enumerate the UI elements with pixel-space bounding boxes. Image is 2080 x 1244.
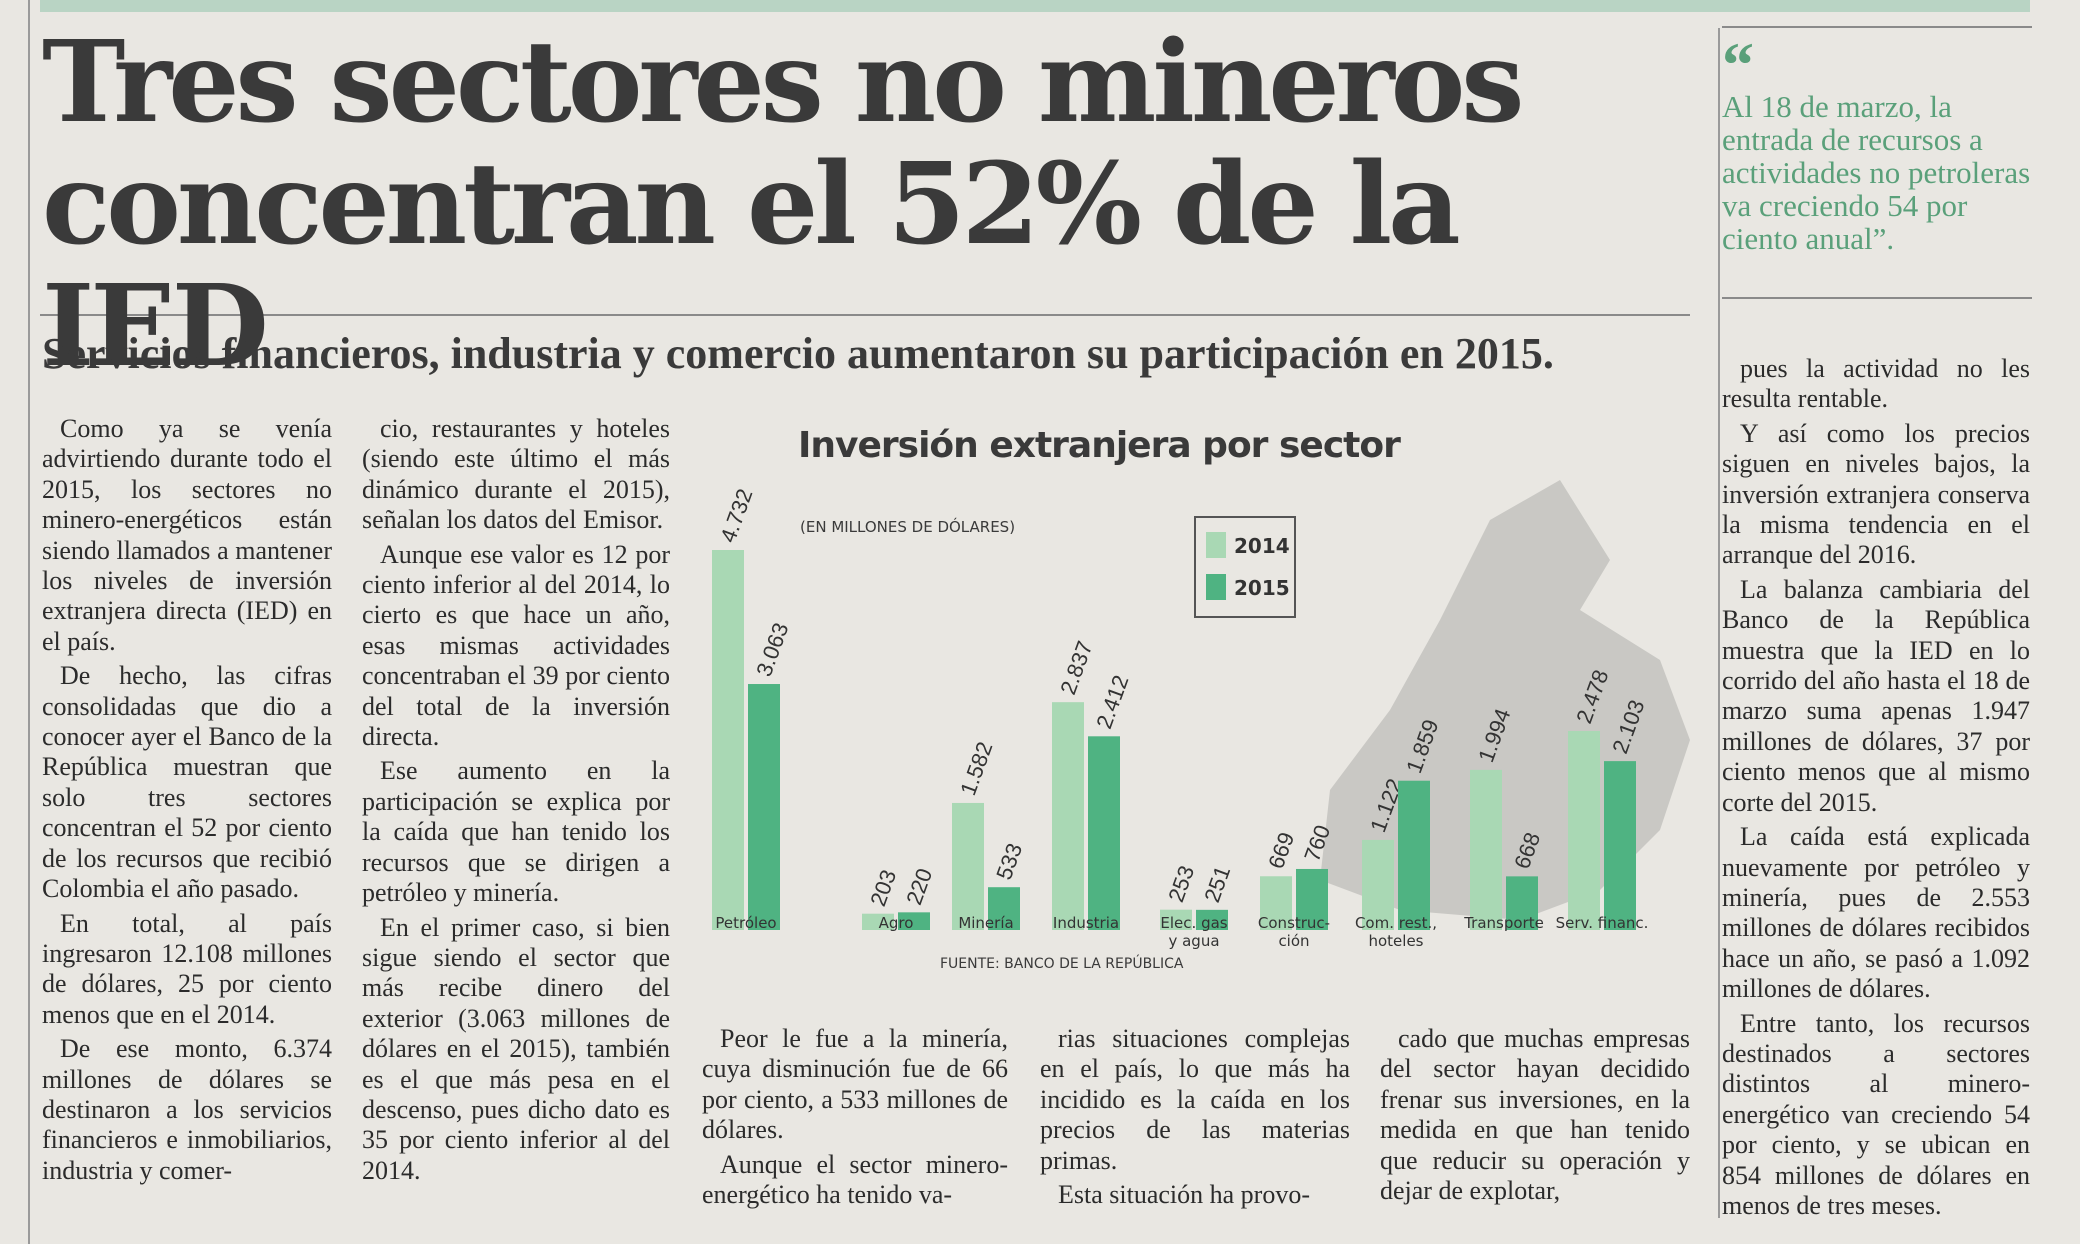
category-label: Petróleo	[715, 914, 776, 932]
category-label: y agua	[1168, 932, 1219, 950]
data-label: 3.063	[751, 619, 793, 679]
paragraph: Esta situación ha provo-	[1058, 1180, 1310, 1210]
paragraph: rias situaciones complejas en el país, l…	[1040, 1024, 1350, 1175]
legend-swatch-2014	[1206, 532, 1226, 558]
category-label: Elec. gas	[1160, 914, 1227, 932]
subhead: Servicios financieros, industria y comer…	[42, 329, 1554, 378]
legend-swatch-2015	[1206, 574, 1226, 600]
article-column-6: pues la actividad no les resulta rentabl…	[1722, 354, 2030, 1225]
bar-chart: 4.732 3.063 Petróleo 203 220 Agro 1.582 533 Mine…	[700, 410, 1700, 980]
data-label: 253	[1163, 862, 1199, 905]
paragraph: Aunque ese valor es 12 por ciento inferi…	[362, 539, 670, 752]
chart-legend: 2014 2015	[1194, 516, 1296, 618]
category-label: Agro	[879, 914, 914, 932]
data-label: 220	[901, 865, 937, 908]
chart-title-text: Inversión extranjera por sector	[798, 425, 1401, 466]
paragraph: En total, al país ingresaron 12.108 mill…	[42, 908, 332, 1029]
bar-2014-1	[862, 913, 894, 930]
paragraph: En el primer caso, si bien sigue siendo …	[362, 912, 670, 1185]
bar-2015-8	[1604, 761, 1636, 930]
paragraph: La caída está explicada nuevamente por p…	[1722, 822, 2030, 1004]
chart-canvas: 4.732 3.063 Petróleo 203 220 Agro 1.582 533 Mine…	[712, 480, 1690, 950]
bar-2015-2	[988, 887, 1020, 930]
pullquote-mark: “	[1722, 29, 1754, 100]
category-label: Construc-	[1258, 914, 1330, 932]
article-column-5: cado que muchas empresas del sector haya…	[1380, 1024, 1690, 1210]
bar-2014-7	[1470, 769, 1502, 930]
chart-source: FUENTE: BANCO DE LA REPÚBLICA	[940, 956, 1184, 972]
legend-label-2015: 2015	[1234, 576, 1290, 600]
data-label: 533	[991, 840, 1027, 883]
right-column-rule	[1718, 28, 1720, 1218]
bar-2015-3	[1088, 736, 1120, 930]
bar-2015-1	[898, 912, 930, 930]
paragraph: Aunque el sector minero-energético ha te…	[702, 1149, 1008, 1210]
pullquote-top-rule	[1722, 26, 2032, 28]
paragraph: De ese monto, 6.374 millones de dólares …	[42, 1034, 332, 1185]
article-column-3: Peor le fue a la minería, cuya disminuci…	[702, 1024, 1008, 1214]
article-column-1: Como ya se venía advirtiendo durante tod…	[42, 414, 332, 1190]
paragraph: La balanza cambiaria del Banco de la Rep…	[1722, 574, 2030, 817]
bar-2015-4	[1196, 909, 1228, 930]
paragraph: cio, restaurantes y hoteles (siendo este…	[362, 414, 670, 535]
bar-2014-3	[1052, 702, 1084, 930]
data-label: 1.582	[955, 738, 997, 798]
bar-2014-4	[1160, 909, 1192, 930]
data-label: 251	[1199, 862, 1235, 905]
data-label: 2.837	[1055, 638, 1097, 698]
bar-2014-0	[712, 550, 744, 930]
pullquote-bottom-rule	[1722, 297, 2032, 299]
article-column-4: rias situaciones complejas en el país, l…	[1040, 1024, 1350, 1214]
bar-2015-6	[1398, 780, 1430, 930]
chart-subtitle: (EN MILLONES DE DÓLARES)	[800, 518, 1016, 536]
paragraph: Como ya se venía advirtiendo durante tod…	[42, 414, 332, 656]
category-label: Minería	[958, 914, 1013, 932]
category-label: Transporte	[1463, 914, 1544, 932]
data-label: 4.732	[715, 485, 757, 545]
paragraph: De hecho, las cifras consolidadas que di…	[42, 661, 332, 904]
data-label: 203	[865, 866, 901, 909]
pullquote: “ Al 18 de marzo, la entrada de recursos…	[1722, 29, 2032, 256]
bar-2015-0	[748, 684, 780, 930]
headline: Tres sectores no mineros concentran el 5…	[42, 17, 1524, 392]
legend-label-2014: 2014	[1234, 534, 1290, 558]
bar-2014-6	[1362, 839, 1394, 930]
category-label: hoteles	[1368, 932, 1423, 950]
paragraph: Ese aumento en la participación se expli…	[362, 756, 670, 908]
legend-item-2015: 2015	[1206, 572, 1292, 602]
category-label: Industria	[1053, 914, 1119, 932]
paragraph: Entre tanto, los recursos destinados a s…	[1722, 1008, 2030, 1220]
bar-2014-5	[1260, 876, 1292, 930]
paragraph: pues la actividad no les resulta rentabl…	[1722, 354, 2030, 414]
data-label: 669	[1263, 829, 1299, 872]
pullquote-text: Al 18 de marzo, la entrada de recursos a…	[1722, 89, 2031, 256]
bar-2015-7	[1506, 876, 1538, 930]
category-label: Serv. financ.	[1556, 914, 1649, 932]
chart-title: Inversión extranjera por sector	[798, 425, 1401, 466]
paragraph: cado que muchas empresas del sector haya…	[1380, 1024, 1690, 1206]
data-label: 2.412	[1091, 672, 1133, 732]
bar-2015-5	[1296, 868, 1328, 930]
top-color-bar	[40, 0, 2030, 12]
bar-2014-8	[1568, 731, 1600, 930]
paragraph: Peor le fue a la minería, cuya disminuci…	[702, 1024, 1008, 1145]
headline-rule	[40, 314, 1690, 316]
bar-2014-2	[952, 802, 984, 930]
left-column-rule	[28, 0, 30, 1244]
article-column-2: cio, restaurantes y hoteles (siendo este…	[362, 414, 670, 1190]
category-label: ción	[1278, 932, 1309, 950]
paragraph: Y así como los precios siguen en niveles…	[1722, 418, 2030, 570]
category-label: Com. rest.,	[1355, 914, 1437, 932]
legend-item-2014: 2014	[1206, 530, 1292, 560]
